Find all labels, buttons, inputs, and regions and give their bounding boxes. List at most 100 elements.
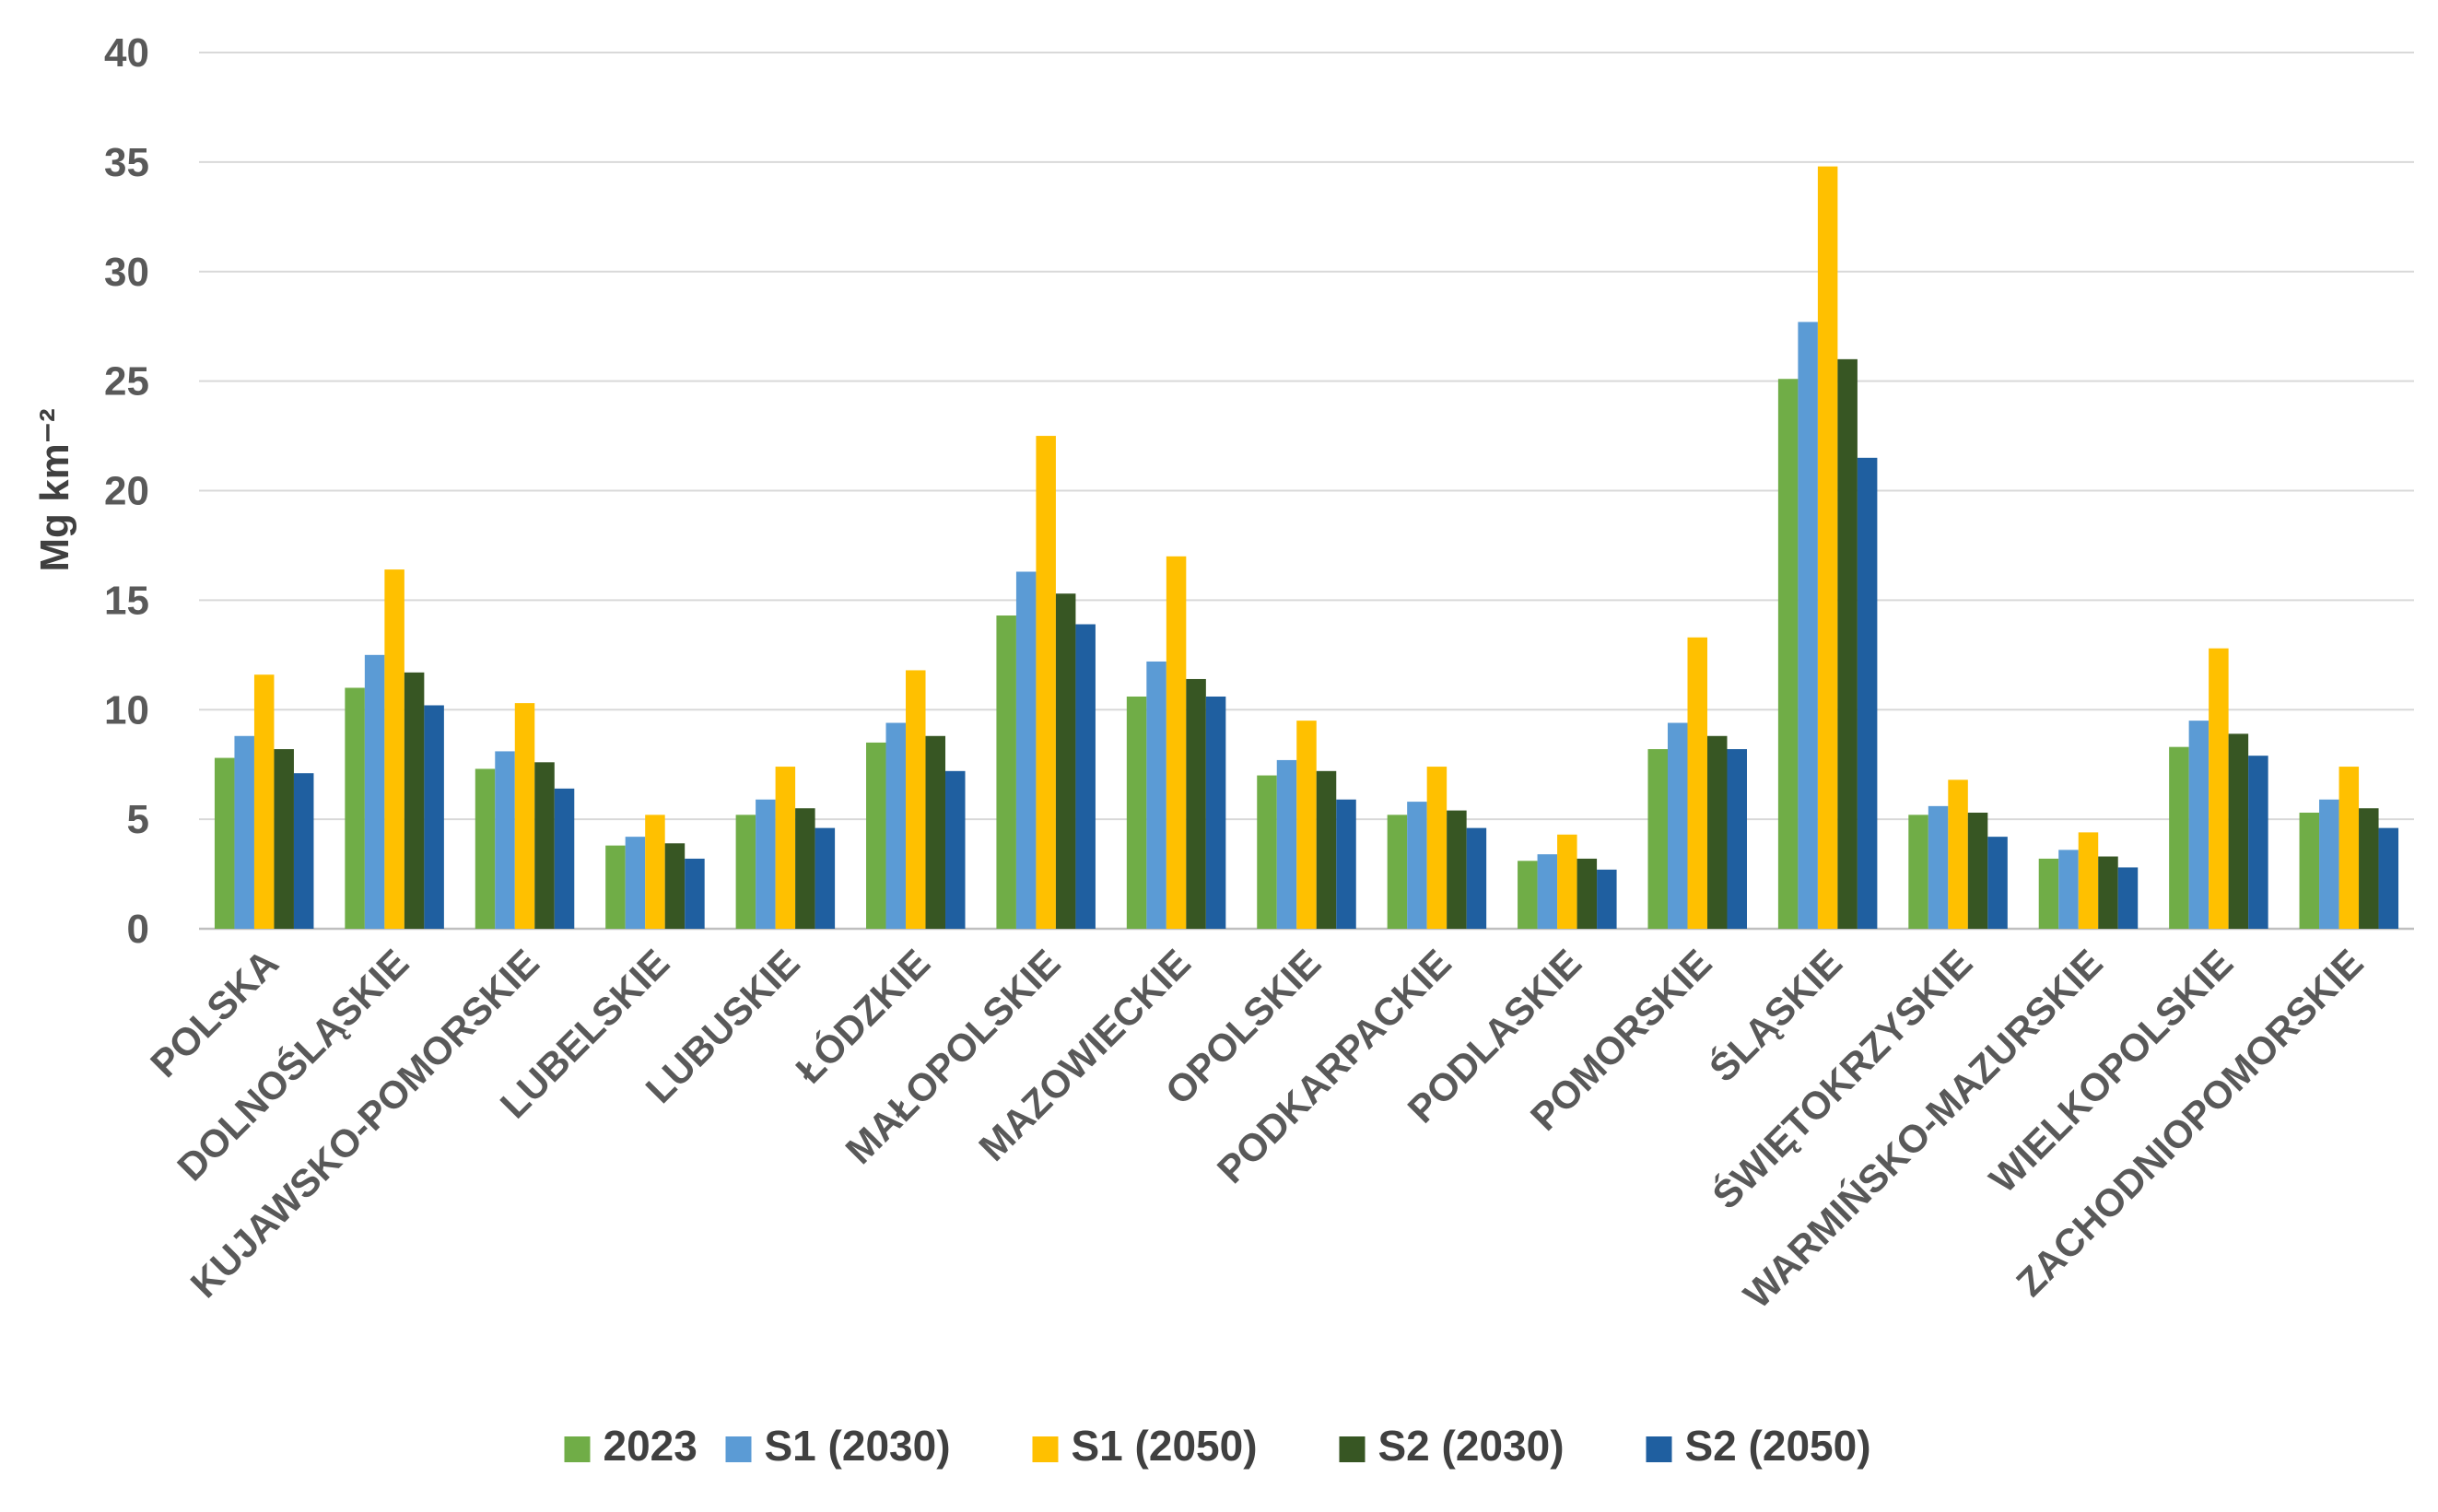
bar xyxy=(945,770,966,929)
bar xyxy=(253,674,275,929)
bar xyxy=(2058,850,2079,929)
bar xyxy=(1576,858,1598,929)
y-tick-label: 35 xyxy=(104,140,149,185)
bar xyxy=(1537,854,1558,929)
bar xyxy=(685,858,705,929)
y-axis-title: Mg km⁻² xyxy=(32,408,77,571)
legend-item: S2 (2030) xyxy=(1339,1422,1565,1470)
bar xyxy=(625,837,646,929)
bar xyxy=(364,654,385,929)
legend-label: S2 (2050) xyxy=(1685,1422,1871,1470)
legend-swatch xyxy=(564,1436,591,1462)
bar xyxy=(384,569,404,929)
x-category-label: ŚWIĘTOKRZYSKIE xyxy=(1704,940,1981,1217)
bar xyxy=(2098,856,2118,929)
bar xyxy=(1987,837,2008,929)
bar xyxy=(554,788,575,929)
bar xyxy=(234,735,254,929)
legend-item: 2023 xyxy=(564,1422,697,1470)
bar xyxy=(2248,756,2268,929)
bar xyxy=(1557,834,1577,929)
bar xyxy=(885,722,907,929)
x-category-label: PODKARPACKIE xyxy=(1209,941,1459,1191)
bar xyxy=(1928,805,1949,929)
legend-item: S1 (2030) xyxy=(725,1422,951,1470)
legend-label: S1 (2030) xyxy=(765,1422,951,1470)
bar xyxy=(2038,858,2059,929)
bar xyxy=(1466,827,1487,929)
bar xyxy=(1075,624,1096,929)
bar xyxy=(1146,661,1166,929)
bar xyxy=(1817,166,1838,929)
y-tick-label: 0 xyxy=(127,907,149,952)
bar xyxy=(1518,861,1538,929)
bar xyxy=(2188,721,2209,929)
bar xyxy=(2299,812,2320,929)
bar xyxy=(1387,815,1408,929)
bar xyxy=(664,843,686,929)
bar xyxy=(775,767,796,929)
bar xyxy=(1296,721,1317,929)
bar xyxy=(1837,358,1858,930)
bar xyxy=(2359,808,2379,929)
bar xyxy=(645,815,665,929)
bar xyxy=(2117,867,2139,929)
bar xyxy=(1667,722,1688,929)
bars xyxy=(214,166,2399,930)
legend-label: S2 (2030) xyxy=(1378,1422,1565,1470)
bar xyxy=(1777,379,1799,929)
legend-swatch xyxy=(1646,1436,1672,1462)
legend-swatch xyxy=(1339,1436,1366,1462)
bar xyxy=(404,672,425,929)
bar xyxy=(605,845,626,929)
bar xyxy=(1967,812,1988,929)
bar xyxy=(1948,779,1968,929)
bar xyxy=(2378,827,2399,929)
bar xyxy=(1426,767,1448,929)
bar xyxy=(1647,749,1668,929)
legend-swatch xyxy=(725,1436,752,1462)
bar xyxy=(2169,746,2189,929)
bar xyxy=(866,742,886,929)
legend-swatch xyxy=(1032,1436,1059,1462)
bar xyxy=(1798,322,1818,929)
y-tick-label: 25 xyxy=(104,359,149,404)
bar xyxy=(2209,648,2229,929)
bar xyxy=(795,808,815,929)
y-tick-label: 15 xyxy=(104,578,149,623)
bar xyxy=(2078,832,2099,929)
bar xyxy=(1205,696,1226,929)
bar xyxy=(1336,799,1356,929)
bar xyxy=(495,751,515,929)
legend-label: S1 (2050) xyxy=(1072,1422,1258,1470)
y-tick-label: 30 xyxy=(104,250,149,295)
bar xyxy=(1186,678,1206,929)
y-tick-label: 40 xyxy=(104,30,149,76)
x-category-label: WIELKOPOLSKIE xyxy=(1981,941,2241,1201)
bar xyxy=(1316,770,1337,929)
bar xyxy=(1857,457,1878,929)
bar xyxy=(424,705,444,929)
legend: 2023 S1 (2030) S1 (2050) S2 (2030) S2 (2050) xyxy=(564,1422,1871,1470)
y-tick-label: 5 xyxy=(127,797,149,842)
bar xyxy=(1687,637,1707,929)
bar xyxy=(1036,436,1056,929)
bar xyxy=(1447,810,1467,929)
bar xyxy=(735,815,756,929)
legend-label: 2023 xyxy=(604,1422,697,1470)
y-tick-label: 20 xyxy=(104,469,149,514)
bar xyxy=(345,687,365,929)
bar xyxy=(2319,799,2339,929)
bar xyxy=(475,768,496,929)
bar xyxy=(1706,735,1728,929)
bar xyxy=(1257,775,1277,929)
legend-item: S1 (2050) xyxy=(1032,1422,1258,1470)
bar xyxy=(996,615,1016,929)
bar xyxy=(906,670,926,929)
bar xyxy=(1727,749,1747,929)
bar xyxy=(2338,767,2360,929)
bar xyxy=(1015,571,1037,929)
bar xyxy=(925,735,946,929)
bar xyxy=(293,773,314,929)
bar xyxy=(1126,696,1147,929)
